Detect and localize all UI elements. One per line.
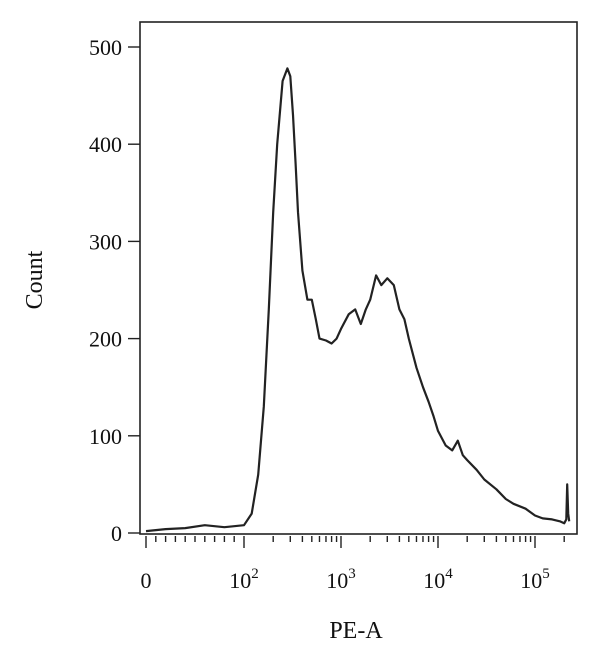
x-axis: 0 102 103 104 105 — [141, 536, 565, 593]
y-tick-label: 0 — [111, 521, 122, 546]
histogram-series-line — [145, 67, 571, 533]
x-tick-label: 105 — [520, 566, 550, 593]
y-tick-label: 500 — [89, 35, 122, 60]
series-layer — [145, 67, 571, 533]
y-axis: 0 100 200 300 400 500 — [89, 35, 140, 546]
x-tick-label: 103 — [326, 566, 356, 593]
x-tick-label: 104 — [423, 566, 453, 593]
y-tick-label: 100 — [89, 424, 122, 449]
y-tick-label: 200 — [89, 327, 122, 352]
x-axis-title: PE-A — [329, 618, 383, 644]
y-tick-label: 400 — [89, 132, 122, 157]
plot-frame — [139, 21, 578, 535]
x-tick-label: 102 — [229, 566, 259, 593]
y-axis-title: Count — [22, 250, 48, 309]
y-tick-label: 300 — [89, 229, 122, 254]
x-tick-label: 0 — [141, 568, 152, 593]
